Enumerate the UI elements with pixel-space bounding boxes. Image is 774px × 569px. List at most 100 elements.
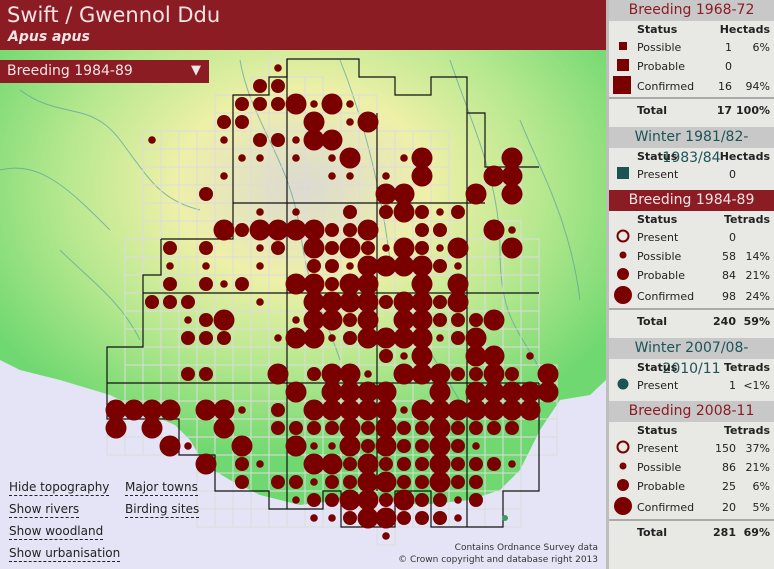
record-dot[interactable]	[213, 417, 235, 439]
record-dot[interactable]	[289, 475, 303, 489]
record-dot[interactable]	[321, 93, 343, 115]
record-dot[interactable]	[343, 457, 357, 471]
record-dot[interactable]	[307, 421, 321, 435]
record-dot[interactable]	[343, 205, 357, 219]
record-dot[interactable]	[469, 457, 483, 471]
record-dot[interactable]	[310, 442, 318, 450]
record-dot[interactable]	[411, 363, 433, 385]
record-dot[interactable]	[483, 345, 505, 367]
record-dot[interactable]	[501, 165, 523, 187]
record-dot[interactable]	[321, 453, 343, 475]
record-dot[interactable]	[253, 79, 267, 93]
record-dot[interactable]	[411, 327, 433, 349]
record-dot[interactable]	[303, 291, 325, 313]
record-dot[interactable]	[271, 79, 285, 93]
record-dot[interactable]	[469, 493, 483, 507]
record-dot[interactable]	[483, 309, 505, 331]
record-dot[interactable]	[310, 100, 318, 108]
record-dot[interactable]	[447, 237, 469, 259]
record-dot[interactable]	[256, 460, 264, 468]
record-dot[interactable]	[357, 219, 379, 241]
record-dot[interactable]	[357, 471, 379, 493]
record-dot[interactable]	[357, 507, 379, 529]
record-dot[interactable]	[361, 439, 375, 453]
record-dot[interactable]	[271, 241, 285, 255]
record-dot[interactable]	[202, 262, 210, 270]
record-dot[interactable]	[321, 399, 343, 421]
record-dot[interactable]	[465, 399, 487, 421]
record-dot[interactable]	[357, 453, 379, 475]
record-dot[interactable]	[397, 475, 411, 489]
record-dot[interactable]	[346, 172, 354, 180]
record-dot[interactable]	[451, 421, 465, 435]
record-dot[interactable]	[163, 277, 177, 291]
record-dot[interactable]	[411, 273, 433, 295]
record-dot[interactable]	[429, 471, 451, 493]
record-dot[interactable]	[454, 496, 462, 504]
record-dot[interactable]	[184, 442, 192, 450]
record-dot[interactable]	[235, 277, 249, 291]
record-dot[interactable]	[411, 165, 433, 187]
record-dot[interactable]	[271, 403, 285, 417]
record-dot[interactable]	[447, 273, 469, 295]
record-dot[interactable]	[469, 313, 483, 327]
record-dot[interactable]	[285, 435, 307, 457]
record-dot[interactable]	[303, 237, 325, 259]
show-rivers-link[interactable]: Show rivers	[9, 502, 80, 518]
record-dot[interactable]	[382, 244, 390, 252]
record-dot[interactable]	[415, 421, 429, 435]
record-dot[interactable]	[213, 219, 235, 241]
record-dot[interactable]	[429, 399, 451, 421]
record-dot[interactable]	[483, 381, 505, 403]
record-dot[interactable]	[321, 309, 343, 331]
record-dot[interactable]	[393, 201, 415, 223]
record-dot[interactable]	[469, 367, 483, 381]
record-dot[interactable]	[285, 381, 307, 403]
record-dot[interactable]	[195, 453, 217, 475]
record-dot[interactable]	[375, 417, 397, 439]
record-dot[interactable]	[325, 223, 339, 237]
record-dot[interactable]	[303, 111, 325, 133]
record-dot[interactable]	[375, 255, 397, 277]
record-dot[interactable]	[505, 367, 519, 381]
record-dot[interactable]	[148, 136, 156, 144]
record-dot[interactable]	[325, 241, 339, 255]
record-dot[interactable]	[411, 147, 433, 169]
record-dot[interactable]	[253, 133, 267, 147]
record-dot[interactable]	[195, 399, 217, 421]
record-dot[interactable]	[235, 223, 249, 237]
record-dot[interactable]	[505, 421, 519, 435]
record-dot[interactable]	[303, 273, 325, 295]
record-dot[interactable]	[238, 406, 246, 414]
record-dot[interactable]	[343, 475, 357, 489]
record-dot[interactable]	[339, 489, 361, 511]
record-dot[interactable]	[357, 327, 379, 349]
record-dot[interactable]	[163, 295, 177, 309]
record-dot[interactable]	[397, 511, 411, 525]
record-dot[interactable]	[375, 471, 397, 493]
record-dot[interactable]	[339, 291, 361, 313]
record-dot[interactable]	[310, 478, 318, 486]
record-dot[interactable]	[235, 475, 249, 489]
record-dot[interactable]	[285, 219, 307, 241]
record-dot[interactable]	[451, 313, 465, 327]
record-dot[interactable]	[328, 442, 336, 450]
map-area[interactable]: Swift / Gwennol Ddu Apus apus Breeding 1…	[0, 0, 606, 569]
birding-sites-link[interactable]: Birding sites	[125, 502, 200, 518]
record-dot[interactable]	[199, 277, 213, 291]
record-dot[interactable]	[343, 313, 357, 327]
record-dot[interactable]	[472, 442, 480, 450]
record-dot[interactable]	[357, 399, 379, 421]
record-dot[interactable]	[433, 313, 447, 327]
record-dot[interactable]	[285, 327, 307, 349]
record-dot[interactable]	[501, 147, 523, 169]
record-dot[interactable]	[393, 237, 415, 259]
record-dot[interactable]	[537, 381, 559, 403]
record-dot[interactable]	[361, 241, 375, 255]
record-dot[interactable]	[303, 129, 325, 151]
show-urbanisation-link[interactable]: Show urbanisation	[9, 546, 121, 562]
record-dot[interactable]	[249, 219, 271, 241]
record-dot[interactable]	[393, 309, 415, 331]
record-dot[interactable]	[519, 399, 541, 421]
record-dot[interactable]	[253, 97, 267, 111]
